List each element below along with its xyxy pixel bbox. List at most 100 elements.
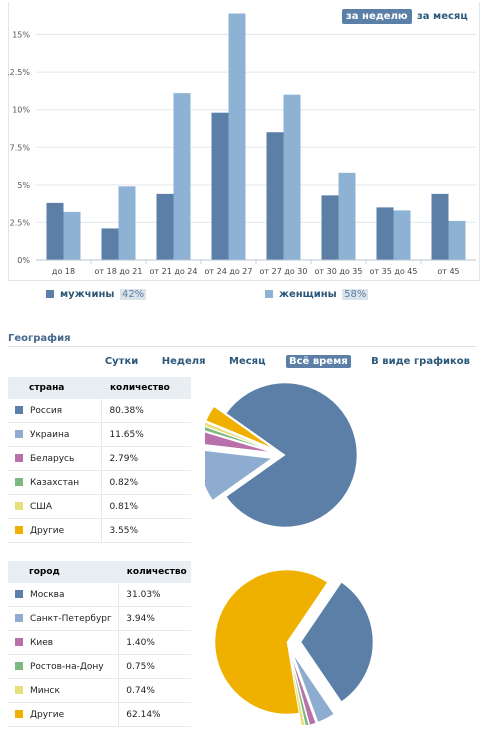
bar-male[interactable]: [211, 112, 229, 260]
city-row: Минск 0.74%: [8, 678, 191, 703]
country-name: Казахстан: [30, 477, 80, 488]
city-row: Ростов-на-Дону 0.75%: [8, 654, 191, 679]
city-row: Киев 1.40%: [8, 630, 191, 655]
bar-female[interactable]: [448, 220, 466, 260]
x-tick-label: до 18: [52, 267, 75, 276]
y-tick-label: 15%: [12, 31, 30, 40]
country-name-cell: Беларусь: [8, 446, 102, 471]
country-name-cell: Другие: [8, 518, 102, 543]
city-name-cell: Москва: [8, 583, 119, 607]
country-pie-slice[interactable]: [205, 432, 272, 453]
city-pie-chart: [214, 569, 374, 725]
country-name: Украина: [30, 429, 70, 440]
city-name: Москва: [30, 589, 65, 600]
color-swatch: [15, 613, 23, 622]
city-column-header: город: [8, 561, 119, 583]
city-name: Ростов-на-Дону: [30, 661, 104, 672]
week-period-button[interactable]: за неделю: [342, 9, 412, 24]
country-column-header: страна: [8, 377, 102, 399]
y-tick-label: 10%: [12, 106, 30, 115]
tab-month[interactable]: Месяц: [229, 356, 266, 367]
country-row: Казахстан 0.82%: [8, 470, 191, 495]
color-swatch: [15, 501, 23, 510]
city-value: 3.94%: [118, 606, 191, 631]
color-swatch: [15, 405, 23, 414]
country-pie-slice[interactable]: [205, 421, 273, 451]
country-qty-column-header: количество: [101, 377, 191, 399]
age-bar-chart: 0% 2.5% 5% 7.5% 10% .2.5% 15% до 18 от 18 до 21 о…: [8, 13, 476, 276]
female-share: 58%: [342, 289, 369, 300]
city-name-cell: Санкт-Петербург: [8, 606, 119, 631]
bar-male[interactable]: [266, 132, 284, 260]
chart-frame: [8, 2, 480, 281]
color-swatch: [15, 637, 23, 646]
bar-male[interactable]: [321, 195, 339, 260]
geography-period-tabs: Сутки Неделя Месяц Всё время В виде граф…: [88, 355, 473, 369]
y-tick-label: .2.5%: [8, 68, 30, 77]
city-pie-slice[interactable]: [289, 655, 310, 725]
bar-female[interactable]: [63, 211, 81, 260]
city-value: 31.03%: [118, 583, 191, 607]
male-legend-swatch: [46, 290, 54, 298]
tab-all-time[interactable]: Всё время: [286, 355, 351, 368]
country-pie-chart: [205, 382, 358, 528]
city-pie-slice[interactable]: [214, 569, 328, 715]
x-tick-label: от 45: [437, 267, 459, 276]
bar-female[interactable]: [283, 94, 301, 261]
country-row: Украина 11.65%: [8, 422, 191, 447]
tab-week[interactable]: Неделя: [161, 356, 206, 367]
city-table: город количество Москва 31.03% Санкт-Петер…: [8, 561, 191, 727]
country-name-cell: Казахстан: [8, 470, 102, 495]
month-period-button[interactable]: за месяц: [417, 11, 468, 22]
bar-female[interactable]: [393, 210, 411, 260]
y-tick-label: 2.5%: [10, 218, 31, 227]
bar-female[interactable]: [173, 93, 191, 260]
bar-female[interactable]: [118, 186, 136, 260]
country-name: Другие: [30, 525, 65, 536]
bar-male[interactable]: [101, 228, 119, 260]
country-row: Россия 80.38%: [8, 399, 191, 423]
country-pie-slice[interactable]: [205, 406, 273, 449]
color-swatch: [15, 477, 23, 486]
bar-female[interactable]: [228, 13, 246, 260]
country-value: 0.81%: [101, 494, 191, 519]
color-swatch: [15, 453, 23, 462]
country-row: Беларусь 2.79%: [8, 446, 191, 471]
country-pie-slice[interactable]: [225, 382, 358, 528]
male-share: 42%: [119, 289, 147, 300]
bar-male[interactable]: [431, 193, 449, 260]
color-swatch: [15, 709, 23, 718]
city-pie-slice[interactable]: [289, 655, 305, 725]
country-name: Беларусь: [30, 453, 75, 464]
x-tick-label: от 27 до 30: [260, 267, 308, 276]
country-value: 0.82%: [101, 470, 191, 495]
y-tick-label: 5%: [17, 181, 30, 190]
x-tick-label: от 24 до 27: [205, 267, 253, 276]
color-swatch: [15, 589, 23, 598]
city-pie-slice[interactable]: [290, 655, 317, 725]
city-pie-slice[interactable]: [293, 654, 335, 723]
city-value: 1.40%: [118, 630, 191, 655]
x-tick-label: от 30 до 35: [315, 267, 363, 276]
city-name-cell: Минск: [8, 678, 119, 703]
city-row: Другие 62.14%: [8, 702, 191, 727]
country-table: страна количество Россия 80.38% Украина 11.…: [8, 377, 191, 543]
bar-male[interactable]: [376, 207, 394, 260]
legend-female: женщины 58%: [265, 289, 369, 300]
bar-male[interactable]: [46, 202, 64, 260]
city-row: Москва 31.03%: [8, 583, 191, 607]
city-pie-slice[interactable]: [300, 581, 374, 703]
country-pie-slice[interactable]: [205, 450, 273, 501]
city-row: Санкт-Петербург 3.94%: [8, 606, 191, 631]
city-name-cell: Ростов-на-Дону: [8, 654, 119, 679]
y-tick-label: 7.5%: [10, 143, 31, 152]
male-legend-label: мужчины: [60, 289, 115, 300]
country-name-cell: США: [8, 494, 102, 519]
city-name: Другие: [30, 709, 65, 720]
bar-female[interactable]: [338, 172, 356, 260]
country-name: Россия: [30, 405, 63, 416]
country-name-cell: Украина: [8, 422, 102, 447]
tab-as-charts[interactable]: В виде графиков: [371, 356, 470, 367]
tab-day[interactable]: Сутки: [104, 356, 139, 367]
bar-male[interactable]: [156, 193, 174, 260]
